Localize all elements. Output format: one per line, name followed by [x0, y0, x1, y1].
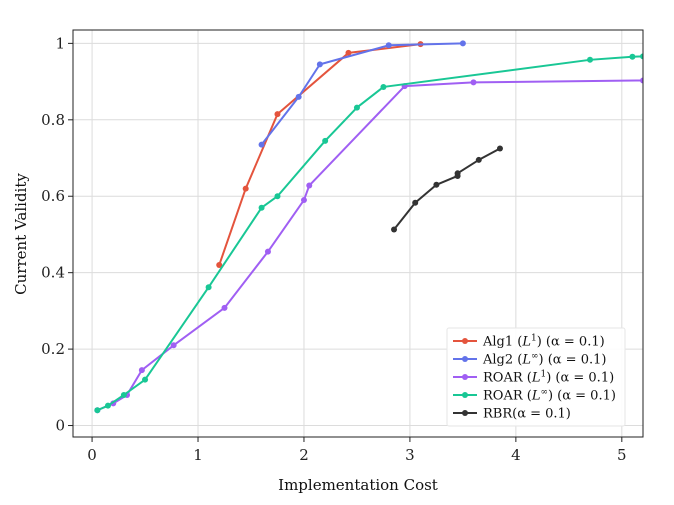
data-point [274, 193, 281, 200]
data-point [316, 61, 323, 68]
data-point [322, 137, 329, 144]
data-point [475, 156, 482, 163]
data-point [120, 391, 127, 398]
x-tick-label: 4 [511, 446, 521, 464]
data-point [274, 111, 281, 118]
y-axis-label: Current Validity [12, 173, 30, 295]
data-point [258, 141, 265, 148]
axes-frame [72, 29, 644, 438]
legend-marker [462, 410, 468, 416]
data-point [138, 367, 145, 374]
legend-box [446, 327, 626, 427]
data-point [300, 197, 307, 204]
x-tick-label: 1 [193, 446, 203, 464]
data-point [295, 93, 302, 100]
data-point [459, 40, 466, 47]
data-point [258, 204, 265, 211]
data-point [242, 185, 249, 192]
data-point [142, 376, 149, 383]
legend-item: ROAR (L1) (α = 0.1) [453, 370, 614, 386]
data-point [454, 170, 461, 177]
data-point [433, 181, 440, 188]
grid-lines [73, 30, 643, 437]
y-tick-label: 0.2 [41, 340, 65, 358]
x-tick-label: 2 [299, 446, 309, 464]
data-point [391, 226, 398, 233]
y-tick-label: 0 [55, 417, 65, 435]
legend-item: Alg1 (L1) (α = 0.1) [453, 334, 605, 350]
legend: Alg1 (L1) (α = 0.1) Alg2 (L∞) (α = 0.1) RO… [446, 327, 626, 427]
data-point [385, 42, 392, 49]
series-2 [258, 40, 466, 148]
data-point [640, 53, 643, 60]
data-point [205, 284, 212, 291]
x-tick-label: 3 [405, 446, 415, 464]
data-point [104, 402, 111, 409]
legend-label: RBR(α = 0.1) [483, 407, 571, 422]
legend-marker [462, 392, 468, 398]
legend-marker [462, 374, 468, 380]
legend-label: Alg2 (L∞) (α = 0.1) [482, 352, 606, 368]
series-5 [391, 145, 503, 233]
data-point [629, 53, 636, 60]
y-tick-label: 0.8 [41, 111, 65, 129]
legend-item: ROAR (L∞) (α = 0.1) [453, 388, 616, 404]
legend-item: RBR(α = 0.1) [453, 407, 571, 422]
legend-label: Alg1 (L1) (α = 0.1) [482, 334, 605, 350]
data-point [306, 182, 313, 189]
y-tick-label: 0.4 [41, 264, 65, 282]
y-tick-label: 0.6 [41, 187, 65, 205]
data-point [353, 104, 360, 111]
y-tick-label: 1 [55, 34, 65, 52]
x-tick-label: 0 [87, 446, 97, 464]
data-point [496, 145, 503, 152]
x-tick-label: 5 [617, 446, 627, 464]
data-point [216, 262, 223, 269]
data-point [412, 199, 419, 206]
data-point [94, 407, 101, 414]
legend-item: Alg2 (L∞) (α = 0.1) [453, 352, 606, 368]
data-point [264, 248, 271, 255]
legend-marker [462, 338, 468, 344]
legend-marker [462, 356, 468, 362]
legend-label: ROAR (L∞) (α = 0.1) [483, 388, 616, 404]
data-point [221, 304, 228, 311]
x-axis-label: Implementation Cost [278, 476, 438, 494]
data-point [587, 56, 594, 63]
data-point [470, 79, 477, 86]
data-point [380, 83, 387, 90]
data-point [170, 342, 177, 349]
axes: 0 1 2 3 4 5 0 0.2 0.4 0.6 0.8 1 [41, 29, 644, 464]
legend-label: ROAR (L1) (α = 0.1) [483, 370, 614, 386]
series-layer [94, 40, 643, 414]
data-point [640, 77, 643, 84]
series-4 [94, 53, 643, 414]
data-point [345, 49, 352, 56]
